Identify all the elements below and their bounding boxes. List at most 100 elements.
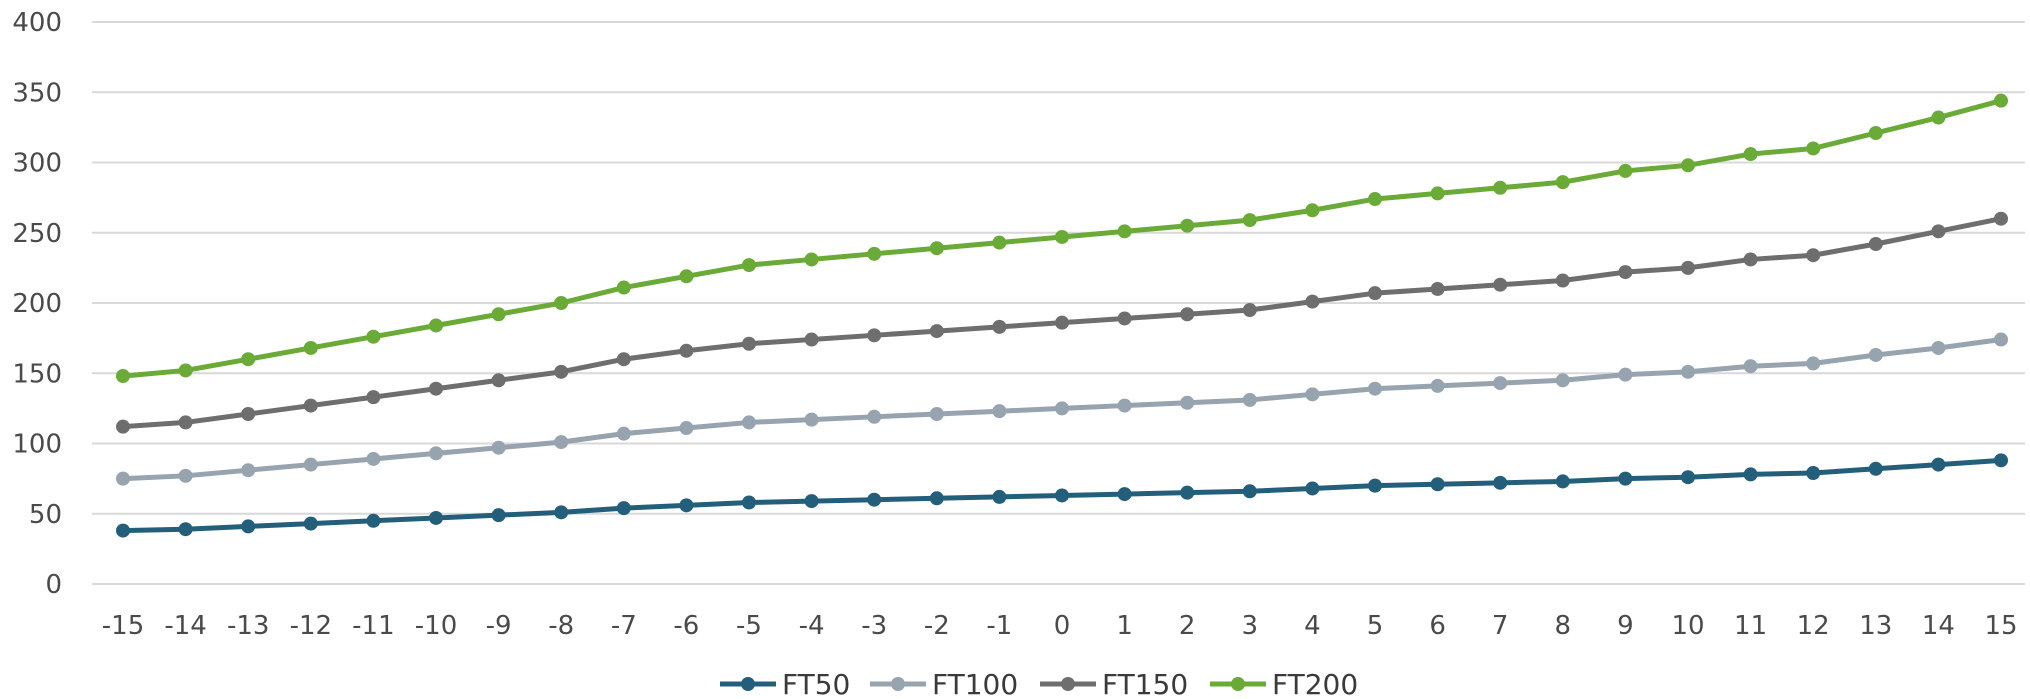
x-tick-label: 11 bbox=[1734, 611, 1767, 641]
data-point bbox=[804, 494, 819, 509]
data-point bbox=[616, 501, 631, 516]
data-point bbox=[1493, 475, 1508, 490]
data-point bbox=[867, 492, 882, 507]
series-lines bbox=[116, 93, 2008, 538]
x-tick-label: -4 bbox=[799, 611, 825, 641]
legend-item: FT50 bbox=[720, 668, 850, 699]
data-point bbox=[178, 363, 193, 378]
x-tick-label: 12 bbox=[1797, 611, 1830, 641]
data-point bbox=[679, 498, 694, 513]
legend-marker-icon bbox=[891, 677, 905, 691]
data-point bbox=[429, 381, 443, 396]
x-tick-label: 6 bbox=[1429, 611, 1446, 641]
data-point bbox=[1681, 260, 1695, 275]
data-point bbox=[867, 409, 882, 424]
data-point bbox=[1618, 367, 1633, 382]
data-point bbox=[491, 440, 506, 455]
data-point bbox=[241, 406, 256, 421]
data-point bbox=[1555, 474, 1570, 489]
data-point bbox=[1618, 163, 1633, 178]
data-point bbox=[1868, 125, 1883, 140]
data-point bbox=[804, 412, 819, 427]
x-tick-label: 7 bbox=[1492, 611, 1509, 641]
data-point bbox=[1681, 158, 1695, 173]
data-point bbox=[1681, 470, 1695, 485]
data-point bbox=[116, 369, 130, 384]
data-point bbox=[679, 269, 694, 284]
y-axis-ticks: 0 50 100 150 200 250 300 350 400 bbox=[12, 8, 62, 600]
data-point bbox=[1555, 273, 1570, 288]
data-point bbox=[616, 426, 631, 441]
data-point bbox=[1931, 224, 1946, 239]
legend-label: FT150 bbox=[1102, 668, 1188, 699]
data-point bbox=[429, 510, 443, 525]
data-point bbox=[1180, 395, 1195, 410]
x-tick-label: -5 bbox=[736, 611, 762, 641]
data-point bbox=[303, 340, 318, 355]
data-point bbox=[742, 415, 756, 430]
x-tick-label: -9 bbox=[486, 611, 512, 641]
data-point bbox=[1994, 211, 2008, 226]
data-point bbox=[116, 419, 130, 434]
x-tick-label: 13 bbox=[1859, 611, 1892, 641]
data-point bbox=[1055, 401, 1069, 416]
data-point bbox=[1430, 477, 1445, 492]
data-point bbox=[303, 398, 318, 413]
data-point bbox=[992, 404, 1007, 419]
data-point bbox=[1743, 252, 1758, 267]
data-point bbox=[867, 246, 882, 261]
data-point bbox=[867, 328, 882, 343]
data-point bbox=[1242, 303, 1257, 318]
data-point bbox=[1117, 224, 1132, 239]
legend-item: FT150 bbox=[1040, 668, 1188, 699]
legend-label: FT200 bbox=[1272, 668, 1358, 699]
data-point bbox=[679, 421, 694, 436]
data-point bbox=[1117, 487, 1132, 502]
data-point bbox=[1305, 387, 1320, 402]
y-tick-label: 300 bbox=[12, 149, 62, 179]
x-tick-label: -6 bbox=[673, 611, 699, 641]
data-point bbox=[1493, 180, 1508, 195]
x-tick-label: -10 bbox=[415, 611, 457, 641]
y-tick-label: 0 bbox=[45, 570, 62, 600]
y-tick-label: 50 bbox=[29, 500, 62, 530]
legend-marker-icon bbox=[1231, 677, 1245, 691]
x-tick-label: 4 bbox=[1304, 611, 1321, 641]
data-point bbox=[1868, 347, 1883, 362]
y-tick-label: 350 bbox=[12, 78, 62, 108]
x-tick-label: 0 bbox=[1054, 611, 1071, 641]
data-point bbox=[616, 352, 631, 367]
legend: FT50 FT100 FT150 FT200 bbox=[720, 668, 1358, 699]
data-point bbox=[1931, 110, 1946, 125]
data-point bbox=[116, 471, 130, 486]
data-point bbox=[429, 318, 443, 333]
data-point bbox=[1117, 398, 1132, 413]
data-point bbox=[679, 343, 694, 358]
data-point bbox=[1117, 311, 1132, 326]
data-point bbox=[1555, 373, 1570, 388]
data-point bbox=[1743, 467, 1758, 482]
x-axis-ticks: -15 -14 -13 -12 -11 -10 -9 -8 -7 -6 -5 -4 -3 -2 -1 0 1 2 3… bbox=[102, 611, 2018, 641]
data-point bbox=[1430, 281, 1445, 296]
data-point bbox=[1994, 453, 2008, 468]
data-point bbox=[992, 235, 1007, 250]
data-point bbox=[1305, 203, 1320, 218]
data-point bbox=[554, 435, 569, 450]
data-point bbox=[1430, 378, 1445, 393]
x-tick-label: -2 bbox=[924, 611, 950, 641]
x-tick-label: -7 bbox=[611, 611, 637, 641]
data-point bbox=[491, 508, 506, 523]
legend-label: FT100 bbox=[932, 668, 1018, 699]
x-tick-label: 8 bbox=[1555, 611, 1572, 641]
x-tick-label: 9 bbox=[1617, 611, 1634, 641]
data-point bbox=[1430, 186, 1445, 201]
data-point bbox=[554, 364, 569, 379]
data-point bbox=[1806, 356, 1821, 371]
series-ft150 bbox=[116, 211, 2008, 434]
data-point bbox=[554, 296, 569, 310]
data-point bbox=[1743, 359, 1758, 374]
y-tick-label: 150 bbox=[12, 359, 62, 389]
data-point bbox=[742, 495, 756, 510]
data-point bbox=[804, 332, 819, 347]
